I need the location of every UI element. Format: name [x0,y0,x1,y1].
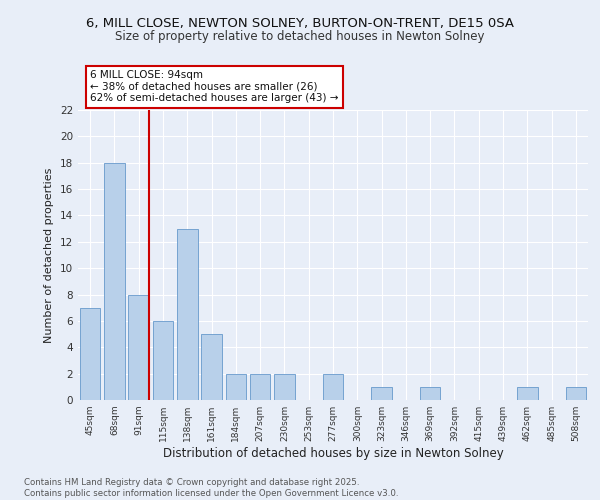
Bar [128,294,149,400]
Bar [371,387,392,400]
Text: Size of property relative to detached houses in Newton Solney: Size of property relative to detached ho… [115,30,485,43]
Bar [323,374,343,400]
Bar [274,374,295,400]
Bar [201,334,222,400]
Y-axis label: Number of detached properties: Number of detached properties [44,168,55,342]
Bar [226,374,246,400]
Bar [104,162,125,400]
Bar [250,374,271,400]
Bar [517,387,538,400]
X-axis label: Distribution of detached houses by size in Newton Solney: Distribution of detached houses by size … [163,447,503,460]
Bar [80,308,100,400]
Bar [152,321,173,400]
Bar [420,387,440,400]
Bar [177,228,197,400]
Text: 6, MILL CLOSE, NEWTON SOLNEY, BURTON-ON-TRENT, DE15 0SA: 6, MILL CLOSE, NEWTON SOLNEY, BURTON-ON-… [86,18,514,30]
Text: 6 MILL CLOSE: 94sqm
← 38% of detached houses are smaller (26)
62% of semi-detach: 6 MILL CLOSE: 94sqm ← 38% of detached ho… [91,70,339,103]
Bar [566,387,586,400]
Text: Contains HM Land Registry data © Crown copyright and database right 2025.
Contai: Contains HM Land Registry data © Crown c… [24,478,398,498]
